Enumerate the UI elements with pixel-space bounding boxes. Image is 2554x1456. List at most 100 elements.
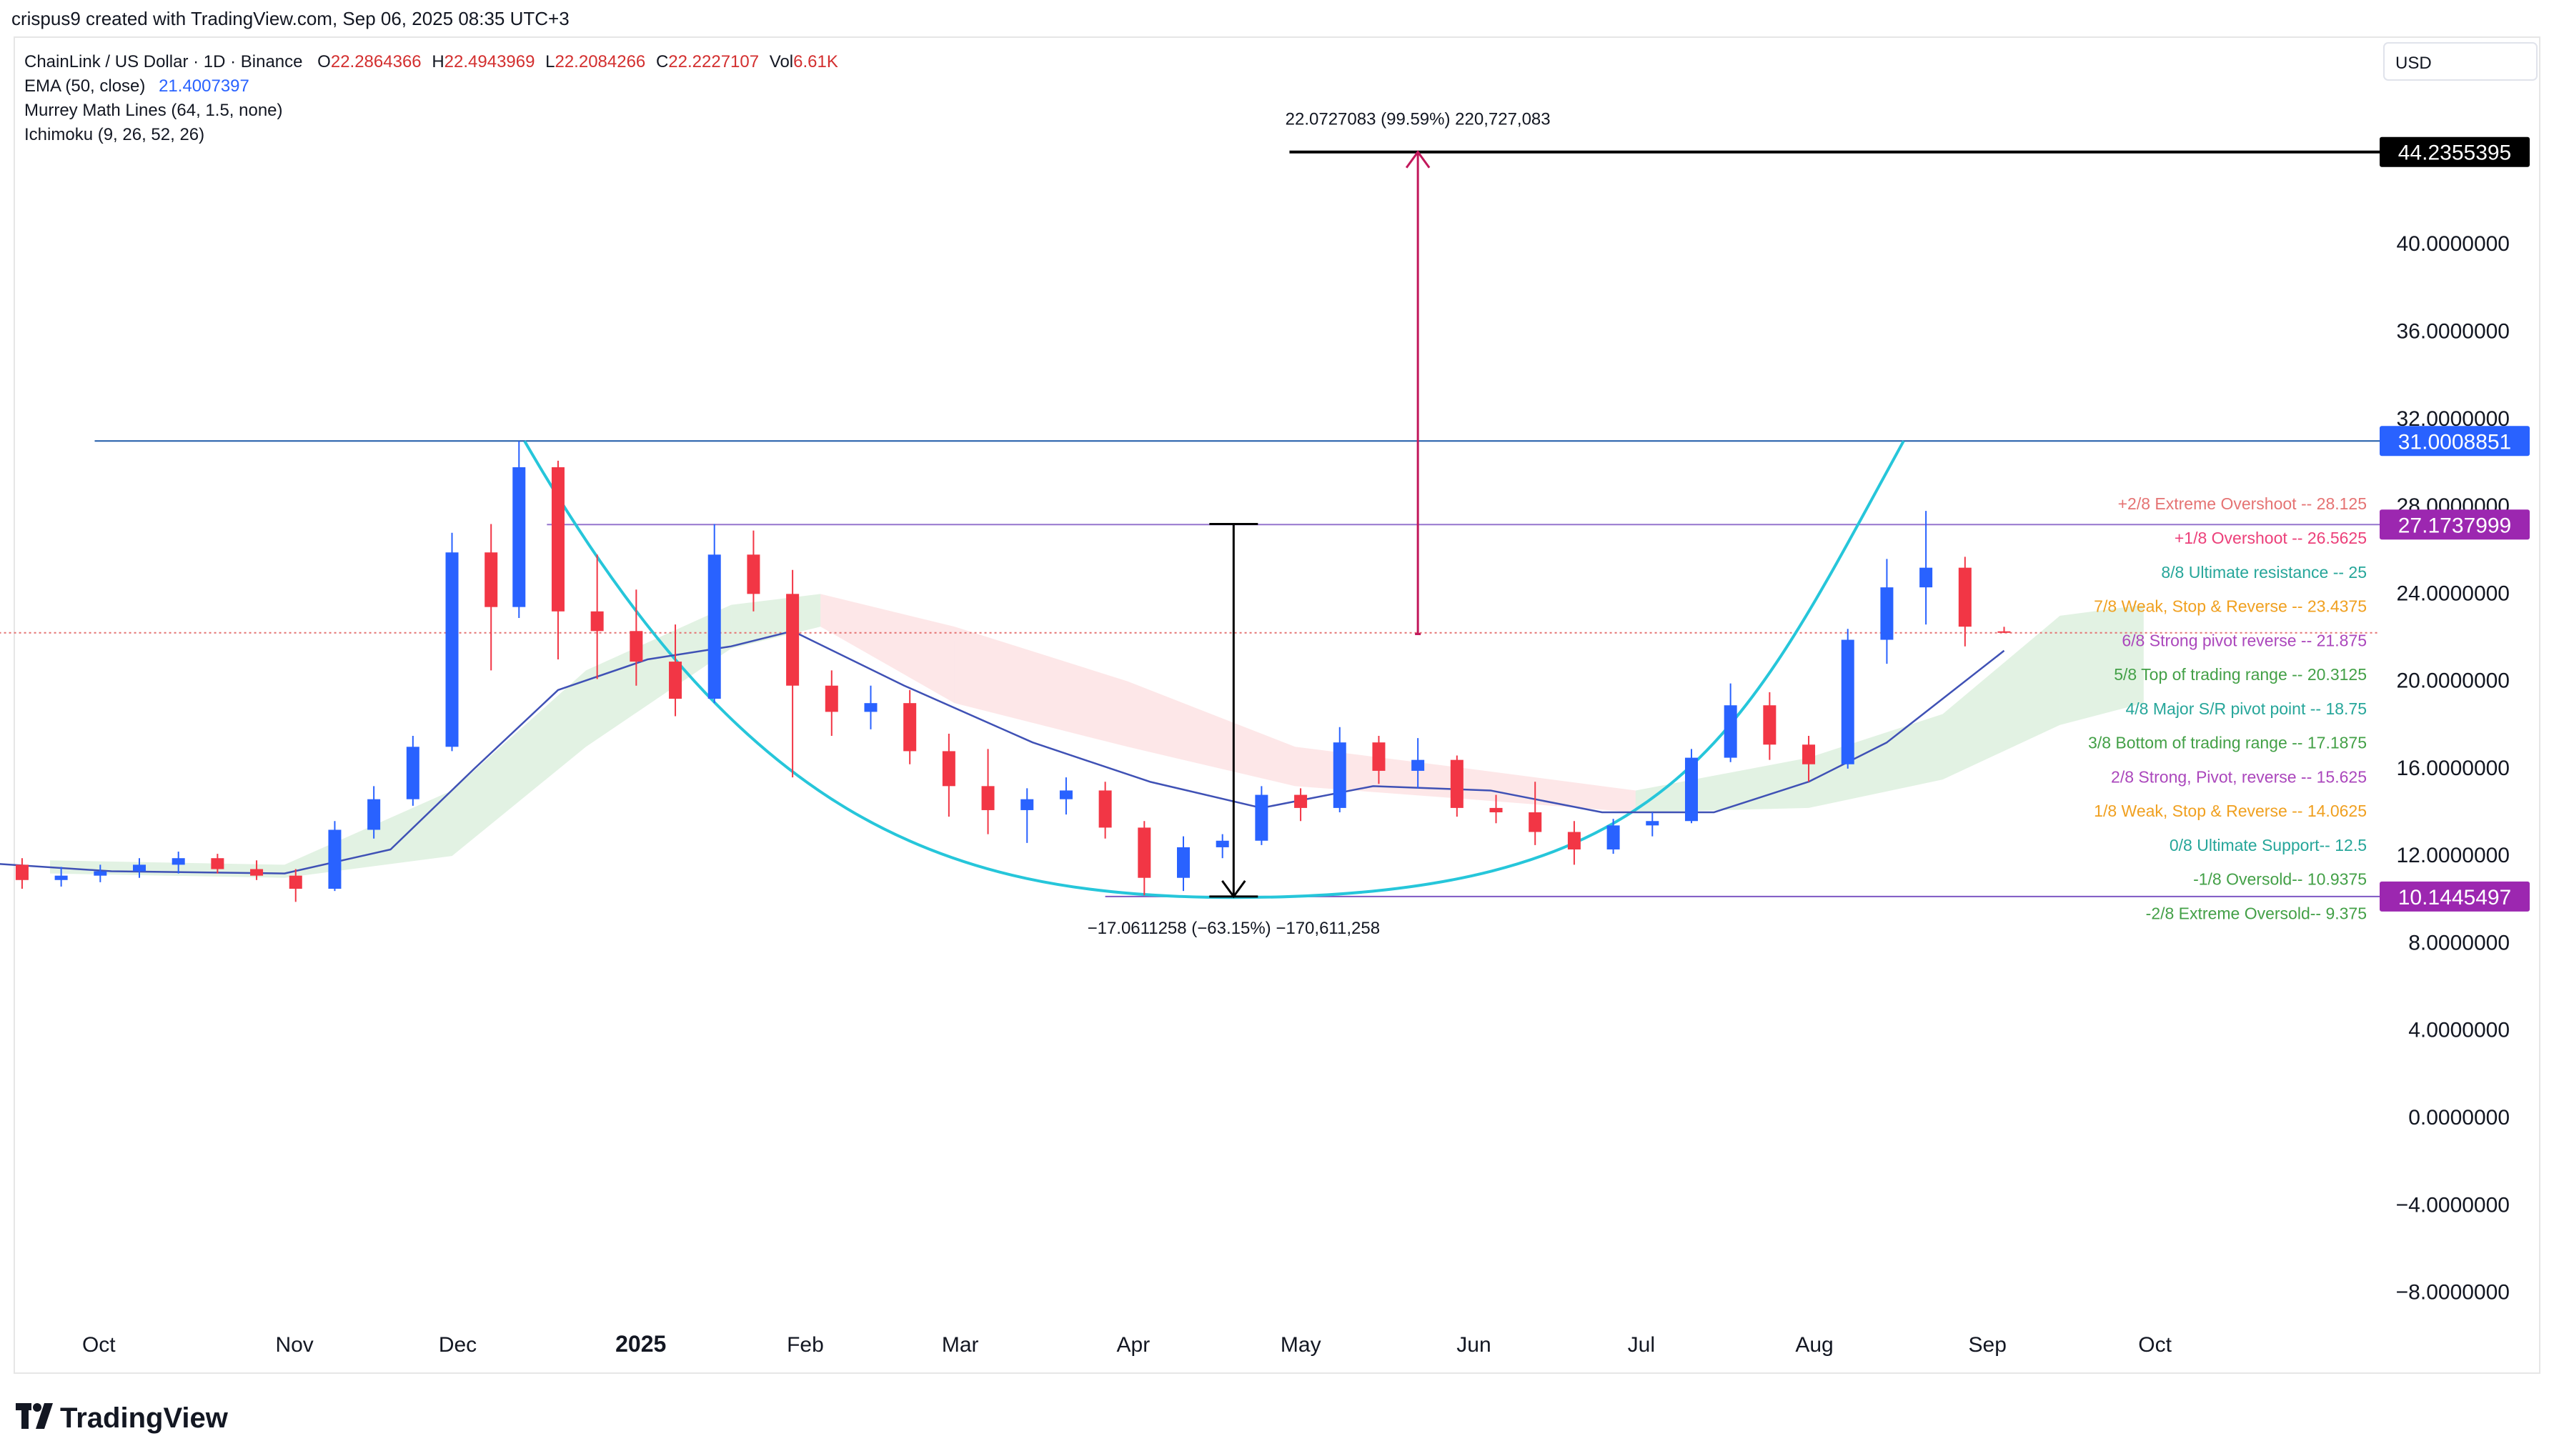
- price-tag: [2380, 426, 2530, 457]
- murrey-label: 1/8 Weak, Stop & Reverse -- 14.0625: [2094, 802, 2367, 820]
- legend-symbol: ChainLink / US Dollar · 1D · Binance: [24, 52, 303, 71]
- candle-body: [1802, 744, 1816, 764]
- candle-body: [747, 554, 760, 594]
- legend-c-value: 22.2227107: [668, 52, 759, 71]
- currency-button[interactable]: [2383, 42, 2538, 81]
- murrey-label: 3/8 Bottom of trading range -- 17.1875: [2088, 734, 2367, 752]
- x-tick-label: May: [1281, 1333, 1321, 1357]
- candle-body: [1606, 825, 1620, 849]
- x-tick-label: Aug: [1795, 1333, 1833, 1357]
- cloud-segment: [1468, 768, 1636, 813]
- candle-body: [1138, 827, 1151, 878]
- murrey-label: -1/8 Oversold-- 10.9375: [2193, 870, 2367, 889]
- y-tick-label: 20.0000000: [2397, 669, 2510, 693]
- candle-body: [250, 869, 264, 876]
- price-tag-label: 27.1737999: [2398, 514, 2512, 537]
- candle-body: [903, 703, 917, 752]
- cloud-segment: [1635, 757, 1809, 813]
- candle-body: [1880, 587, 1894, 640]
- x-tick-label: Sep: [1969, 1333, 2007, 1357]
- candle-body: [1489, 807, 1503, 813]
- candle-body: [406, 747, 419, 799]
- price-tag: [2380, 881, 2530, 912]
- candle-body: [981, 786, 995, 810]
- legend-vol-key: Vol: [770, 52, 793, 71]
- murrey-label: -2/8 Extreme Oversold-- 9.375: [2146, 904, 2367, 922]
- y-tick-label: 36.0000000: [2397, 319, 2510, 343]
- price-tag-label: 44.2355395: [2398, 141, 2512, 165]
- cloud-segment: [1942, 615, 2060, 780]
- candle-body: [1098, 790, 1112, 828]
- attribution-text: crispus9 created with TradingView.com, S…: [11, 8, 570, 29]
- candle-body: [1372, 742, 1386, 771]
- cloud-segment: [954, 627, 1128, 747]
- x-tick-label: Nov: [275, 1333, 313, 1357]
- price-tag: [2380, 136, 2530, 167]
- legend-h-key: H: [432, 52, 444, 71]
- legend-l-value: 22.2084266: [555, 52, 645, 71]
- murrey-label: 4/8 Major S/R pivot point -- 18.75: [2126, 699, 2367, 718]
- y-tick-label: −4.0000000: [2396, 1193, 2510, 1217]
- legend-ema[interactable]: EMA (50, close) 21.4007397: [24, 76, 249, 96]
- y-tick-label: 40.0000000: [2397, 232, 2510, 256]
- legend-murrey[interactable]: Murrey Math Lines (64, 1.5, none): [24, 101, 283, 120]
- murrey-label: +2/8 Extreme Overshoot -- 28.125: [2118, 494, 2367, 513]
- candle-body: [942, 751, 955, 787]
- candle-body: [1529, 812, 1542, 832]
- candles: [15, 441, 2011, 902]
- murrey-label: 2/8 Strong, Pivot, reverse -- 15.625: [2111, 767, 2367, 786]
- chart-frame: [14, 36, 2540, 1374]
- murrey-label: 7/8 Weak, Stop & Reverse -- 23.4375: [2094, 597, 2367, 616]
- price-tags: 44.2355395 31.0008851 27.1737999 10.1445497: [2380, 136, 2530, 912]
- legend-c-key: C: [656, 52, 668, 71]
- candle-body: [328, 829, 342, 889]
- candle-body: [1997, 631, 2011, 633]
- candle-body: [485, 552, 498, 607]
- candle-body: [1216, 840, 1229, 847]
- candle-body: [864, 703, 878, 712]
- candle-body: [1255, 794, 1268, 841]
- legend-h-value: 22.4943969: [444, 52, 535, 71]
- ichimoku-cloud: [50, 594, 2144, 878]
- tradingview-icon: [16, 1403, 53, 1429]
- x-tick-label: Mar: [942, 1333, 979, 1357]
- candle-body: [1919, 567, 1933, 588]
- cloud-segment: [452, 670, 587, 857]
- cloud-segment: [1127, 681, 1296, 787]
- candle-body: [15, 864, 29, 880]
- legend-ichimoku[interactable]: Ichimoku (9, 26, 52, 26): [24, 125, 204, 144]
- y-tick-label: −8.0000000: [2396, 1281, 2510, 1305]
- legend-o-value: 22.2864366: [331, 52, 422, 71]
- x-tick-label: Jul: [1628, 1333, 1655, 1357]
- candle-body: [1841, 639, 1854, 764]
- candle-body: [551, 467, 565, 612]
- cloud-segment: [1809, 714, 1943, 808]
- candle-body: [669, 662, 682, 699]
- candle-body: [1450, 759, 1464, 808]
- y-tick-label: 16.0000000: [2397, 757, 2510, 780]
- candle-body: [590, 611, 604, 632]
- y-tick-label: 8.0000000: [2408, 931, 2510, 954]
- candle-body: [1333, 742, 1346, 808]
- cloud-segment: [2059, 604, 2144, 725]
- candle-body: [211, 858, 224, 869]
- measure-label: −17.0611258 (−63.15%) −170,611,258: [1088, 919, 1380, 938]
- candle-body: [1020, 799, 1034, 810]
- x-tick-label: Feb: [787, 1333, 824, 1357]
- candle-body: [1958, 567, 1972, 627]
- candle-body: [367, 799, 381, 830]
- x-axis: Oct Nov Dec 2025 Feb Mar Apr May Jun Jul Aug Sep Oct: [82, 1331, 2172, 1357]
- legend-l-key: L: [545, 52, 555, 71]
- candle-body: [512, 467, 526, 607]
- legend-o-key: O: [317, 52, 331, 71]
- murrey-label: 5/8 Top of trading range -- 20.3125: [2114, 665, 2367, 684]
- cloud-segment: [586, 604, 732, 747]
- y-tick-label: 4.0000000: [2408, 1019, 2510, 1042]
- candle-body: [133, 864, 146, 872]
- y-tick-label: 12.0000000: [2397, 844, 2510, 867]
- murrey-label: +1/8 Overshoot -- 26.5625: [2175, 529, 2367, 547]
- x-tick-label: 2025: [615, 1331, 666, 1357]
- cloud-segment: [284, 790, 452, 878]
